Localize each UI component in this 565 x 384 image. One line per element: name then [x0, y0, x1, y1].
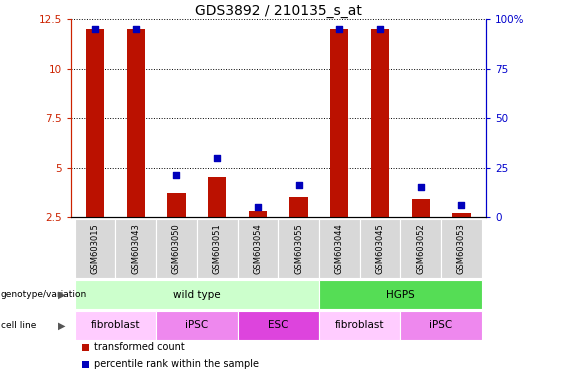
Bar: [237, 311, 319, 340]
Text: GSM603051: GSM603051: [212, 223, 221, 274]
Point: [376, 26, 385, 32]
Point: [457, 202, 466, 208]
Bar: [279, 219, 319, 278]
Bar: [453, 213, 471, 217]
Text: GSM603054: GSM603054: [254, 223, 262, 274]
Text: wild type: wild type: [173, 290, 221, 300]
Bar: [411, 199, 430, 217]
Bar: [115, 219, 156, 278]
Bar: [441, 219, 482, 278]
Bar: [319, 219, 360, 278]
Text: genotype/variation: genotype/variation: [1, 290, 87, 299]
Text: iPSC: iPSC: [429, 320, 453, 331]
Bar: [319, 311, 401, 340]
Bar: [401, 219, 441, 278]
Point: [90, 26, 99, 32]
Text: cell line: cell line: [1, 321, 36, 330]
Text: GSM603043: GSM603043: [131, 223, 140, 274]
Text: fibroblast: fibroblast: [335, 320, 384, 331]
Text: GSM603053: GSM603053: [457, 223, 466, 274]
Text: GSM603044: GSM603044: [335, 223, 344, 274]
Bar: [371, 29, 389, 217]
Bar: [75, 280, 319, 309]
Text: fibroblast: fibroblast: [90, 320, 140, 331]
Point: [131, 26, 140, 32]
Bar: [330, 29, 349, 217]
Bar: [197, 219, 237, 278]
Point: [335, 26, 344, 32]
Bar: [249, 211, 267, 217]
Text: HGPS: HGPS: [386, 290, 415, 300]
Bar: [289, 197, 308, 217]
Text: GSM603050: GSM603050: [172, 223, 181, 274]
Text: ESC: ESC: [268, 320, 289, 331]
Text: GSM603045: GSM603045: [376, 223, 385, 274]
Bar: [208, 177, 227, 217]
Text: percentile rank within the sample: percentile rank within the sample: [94, 359, 259, 369]
Text: ▶: ▶: [58, 290, 65, 300]
Bar: [360, 219, 401, 278]
Text: ▶: ▶: [58, 320, 65, 331]
Point: [253, 204, 262, 210]
Point: [212, 155, 221, 161]
Bar: [75, 219, 115, 278]
Title: GDS3892 / 210135_s_at: GDS3892 / 210135_s_at: [195, 4, 362, 18]
Point: [294, 182, 303, 189]
Point: [416, 184, 425, 190]
Text: GSM603015: GSM603015: [90, 223, 99, 274]
Text: iPSC: iPSC: [185, 320, 208, 331]
Text: GSM603052: GSM603052: [416, 223, 425, 274]
Text: transformed count: transformed count: [94, 342, 185, 352]
Bar: [319, 280, 482, 309]
Point: [172, 172, 181, 179]
Bar: [237, 219, 279, 278]
Bar: [75, 311, 156, 340]
Bar: [86, 29, 104, 217]
Bar: [127, 29, 145, 217]
Bar: [167, 193, 186, 217]
Bar: [401, 311, 482, 340]
Bar: [156, 219, 197, 278]
Bar: [156, 311, 237, 340]
Text: GSM603055: GSM603055: [294, 223, 303, 274]
